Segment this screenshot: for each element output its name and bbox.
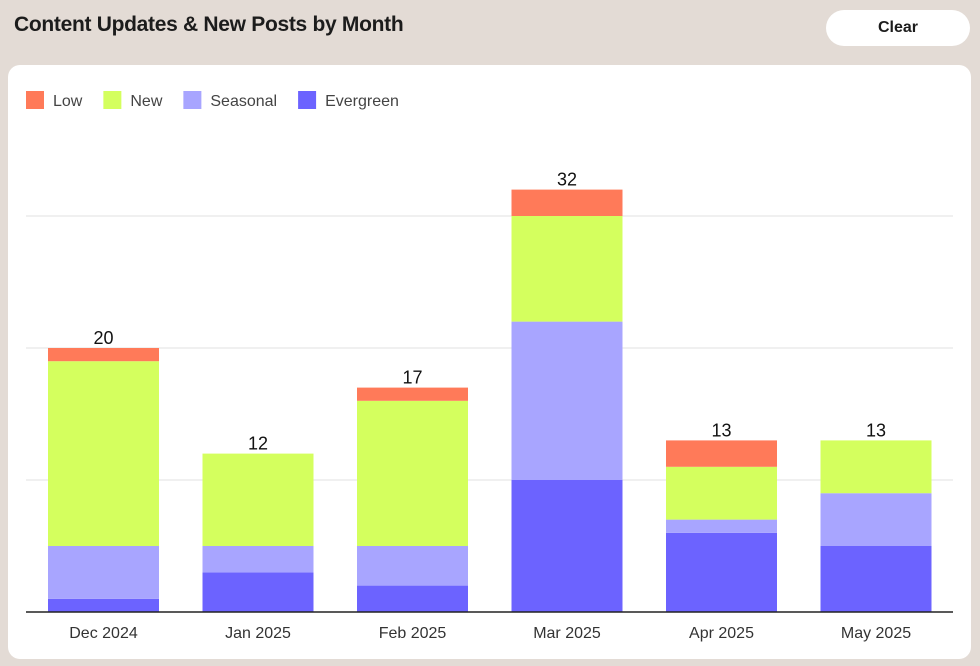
bar-total-label: 13 — [711, 420, 731, 440]
page-title: Content Updates & New Posts by Month — [14, 13, 404, 36]
bar-segment-low[interactable] — [48, 348, 159, 362]
legend-swatch-new — [103, 91, 122, 109]
bar-segment-seasonal[interactable] — [666, 519, 777, 533]
x-tick-label: Dec 2024 — [69, 625, 138, 642]
bar-segment-new[interactable] — [666, 466, 777, 520]
clear-button[interactable]: Clear — [826, 10, 970, 46]
bar-segment-evergreen[interactable] — [48, 598, 159, 612]
bar-total-label: 32 — [557, 170, 577, 190]
x-tick-label: May 2025 — [841, 625, 911, 642]
bar-total-label: 12 — [248, 434, 268, 454]
bar-segment-new[interactable] — [511, 216, 623, 322]
bar-segment-low[interactable] — [666, 440, 777, 467]
legend-label-new: New — [130, 93, 162, 110]
bar-segment-new[interactable] — [202, 453, 314, 546]
bar-total-label: 13 — [866, 420, 886, 440]
bar-total-label: 17 — [402, 368, 422, 388]
chart-card: Low New Seasonal Evergreen 20 Dec 2024 12 Jan 2… — [8, 65, 971, 659]
legend-swatch-low — [26, 91, 44, 109]
bar-segment-seasonal[interactable] — [357, 546, 468, 586]
bar-segment-new[interactable] — [357, 400, 468, 546]
bar-segment-evergreen[interactable] — [666, 532, 777, 612]
legend-label-seasonal: Seasonal — [210, 93, 277, 110]
bar-segment-seasonal[interactable] — [48, 546, 159, 599]
legend-swatch-seasonal — [183, 91, 202, 109]
legend-label-low: Low — [53, 93, 83, 110]
legend-label-evergreen: Evergreen — [325, 93, 399, 110]
bar-segment-evergreen[interactable] — [511, 480, 623, 612]
x-tick-label: Apr 2025 — [689, 625, 754, 642]
bar-segment-new[interactable] — [820, 440, 932, 494]
legend-swatch-evergreen — [298, 91, 317, 109]
bar-segment-low[interactable] — [511, 189, 623, 216]
bar-segment-low[interactable] — [357, 387, 468, 401]
bar-segment-evergreen[interactable] — [202, 572, 314, 612]
stacked-bar-chart: Low New Seasonal Evergreen 20 Dec 2024 12 Jan 2… — [26, 91, 953, 642]
bar-segment-new[interactable] — [48, 361, 159, 546]
bar-segment-seasonal[interactable] — [820, 493, 932, 546]
x-tick-label: Jan 2025 — [225, 625, 291, 642]
bar-segment-evergreen[interactable] — [820, 546, 932, 612]
chart-header: Content Updates & New Posts by Month Cle… — [0, 0, 980, 58]
bar-segment-seasonal[interactable] — [202, 546, 314, 573]
x-tick-label: Mar 2025 — [533, 625, 601, 642]
bar-total-label: 20 — [93, 328, 113, 348]
x-tick-label: Feb 2025 — [379, 625, 447, 642]
bar-segment-evergreen[interactable] — [357, 585, 468, 612]
bar-segment-seasonal[interactable] — [511, 321, 623, 480]
